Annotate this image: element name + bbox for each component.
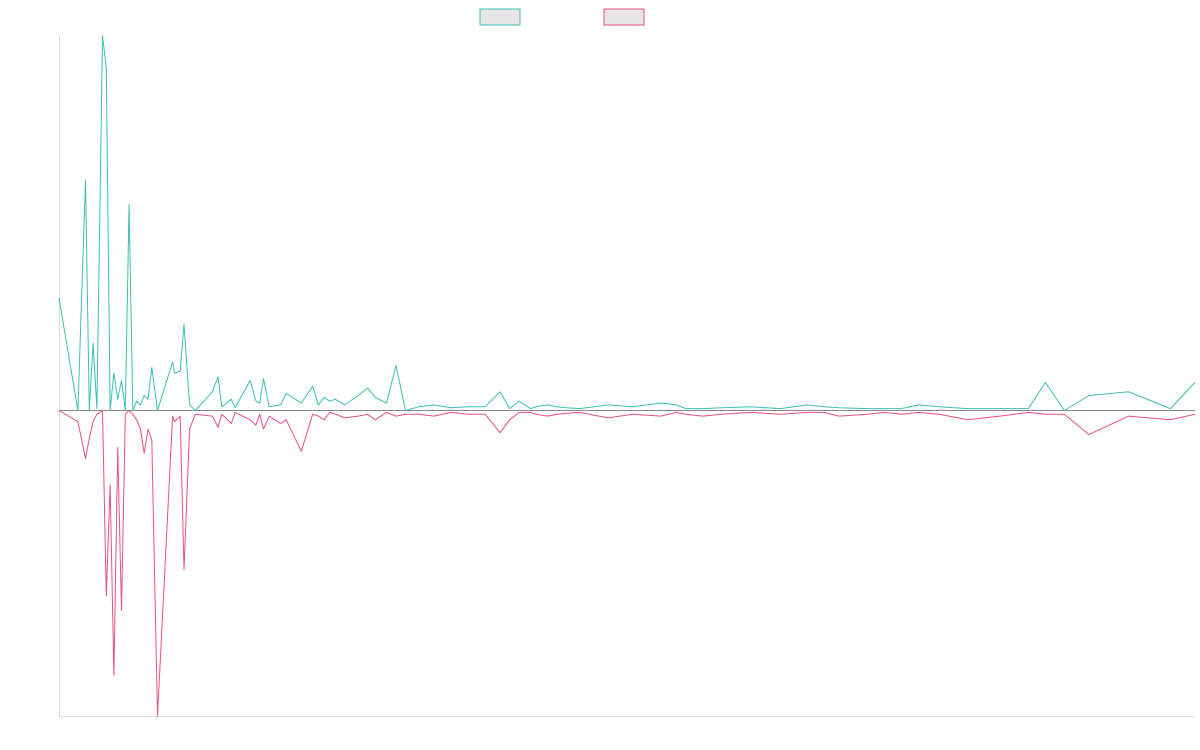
legend-swatch-series-1[interactable] (479, 8, 521, 26)
series-layer (58, 35, 1196, 717)
series-line-2 (58, 410, 1196, 717)
legend-swatch-series-2[interactable] (603, 8, 645, 26)
series-line-1 (58, 35, 1196, 411)
legend (479, 8, 645, 26)
